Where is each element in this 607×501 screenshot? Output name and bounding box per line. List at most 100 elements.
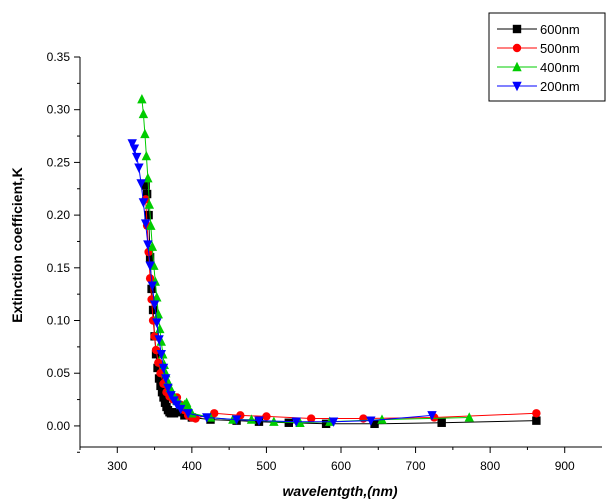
- legend-marker: [512, 61, 522, 72]
- legend: 600nm 500nm 400nm 200nm: [488, 12, 606, 102]
- y-tick-label: 0.05: [47, 366, 71, 380]
- data-point: [163, 383, 173, 394]
- data-point: [144, 199, 155, 209]
- x-tick-label: 900: [555, 459, 575, 473]
- data-point: [144, 210, 153, 220]
- data-point: [152, 292, 162, 302]
- data-point: [131, 152, 142, 163]
- data-point: [160, 398, 170, 407]
- data-point: [141, 150, 152, 161]
- data-point: [464, 412, 474, 422]
- x-tick-label: 700: [406, 459, 426, 473]
- legend-label: 600nm: [540, 22, 580, 37]
- data-point: [291, 417, 301, 427]
- data-point: [157, 387, 167, 397]
- data-point: [166, 391, 176, 401]
- x-tick-label: 300: [107, 459, 127, 473]
- legend-item: 600nm: [497, 22, 580, 37]
- legend-marker: [512, 24, 522, 34]
- data-point: [532, 409, 541, 418]
- y-tick-label: 0.25: [47, 155, 71, 169]
- data-point: [136, 179, 146, 189]
- data-point: [295, 417, 305, 427]
- data-point: [138, 198, 149, 208]
- data-point: [175, 404, 186, 415]
- data-point: [306, 414, 316, 423]
- data-point: [427, 411, 437, 421]
- series-400nm: [137, 93, 474, 427]
- y-tick-label: 0.35: [47, 50, 71, 64]
- y-axis: 0.00 0.05 0.10 0.15 0.20 0.25 0.30 0.35: [47, 50, 80, 453]
- data-point: [210, 409, 219, 418]
- data-point: [172, 408, 182, 417]
- data-point: [532, 416, 541, 425]
- data-point: [138, 108, 149, 119]
- series-200nm: [127, 139, 437, 427]
- legend-item: 200nm: [497, 79, 580, 94]
- data-point: [183, 401, 193, 412]
- data-point: [147, 241, 158, 251]
- data-point: [231, 415, 242, 425]
- legend-marker: [512, 43, 522, 53]
- legend-marker: [512, 81, 522, 92]
- series-line: [145, 185, 537, 425]
- data-point: [148, 305, 158, 315]
- data-point: [152, 318, 162, 328]
- data-point: [328, 417, 339, 427]
- data-point: [254, 416, 264, 426]
- series-line: [145, 199, 537, 420]
- data-point: [147, 281, 158, 291]
- data-point: [154, 335, 164, 345]
- data-point: [145, 261, 155, 271]
- data-point: [159, 393, 168, 402]
- data-point: [377, 414, 387, 424]
- x-tick-label: 800: [480, 459, 500, 473]
- data-point: [262, 412, 271, 421]
- series-line: [141, 99, 470, 424]
- data-point: [359, 414, 368, 423]
- series-layer: [127, 93, 541, 429]
- data-point: [154, 374, 164, 383]
- data-point: [183, 409, 193, 419]
- x-axis-title: wavelentgth,(nm): [282, 483, 397, 499]
- legend-label: 200nm: [540, 79, 580, 94]
- data-point: [129, 144, 140, 154]
- data-point: [153, 363, 162, 373]
- y-tick-label: 0.00: [47, 419, 71, 433]
- legend-label: 500nm: [540, 41, 580, 56]
- data-point: [140, 128, 150, 139]
- data-point: [366, 416, 376, 426]
- data-point: [246, 414, 257, 424]
- data-point: [145, 253, 155, 262]
- legend-label: 400nm: [540, 60, 580, 75]
- data-point: [142, 189, 152, 199]
- y-tick-label: 0.20: [47, 208, 71, 222]
- data-point: [161, 374, 171, 384]
- x-axis: 300 400 500 600 700 800 900: [79, 447, 575, 473]
- data-point: [156, 350, 166, 360]
- series-600nm: [141, 181, 541, 429]
- data-point: [127, 139, 137, 149]
- data-point: [149, 300, 160, 310]
- series-line: [131, 143, 433, 423]
- data-point: [143, 173, 153, 183]
- data-point: [151, 350, 161, 359]
- data-point: [437, 418, 446, 427]
- data-point: [137, 93, 147, 104]
- data-point: [140, 219, 151, 229]
- data-point: [321, 419, 331, 429]
- y-tick-label: 0.30: [47, 103, 71, 117]
- y-tick-label: 0.15: [47, 261, 71, 275]
- legend-item: 400nm: [497, 60, 580, 75]
- data-point: [141, 181, 150, 190]
- data-point: [143, 240, 153, 250]
- y-tick-label: 0.10: [47, 314, 71, 328]
- data-point: [202, 413, 212, 423]
- data-point: [370, 419, 379, 429]
- x-tick-label: 600: [331, 459, 351, 473]
- legend-item: 500nm: [497, 41, 580, 56]
- x-tick-label: 500: [256, 459, 276, 473]
- series-500nm: [141, 195, 541, 423]
- data-point: [134, 163, 144, 173]
